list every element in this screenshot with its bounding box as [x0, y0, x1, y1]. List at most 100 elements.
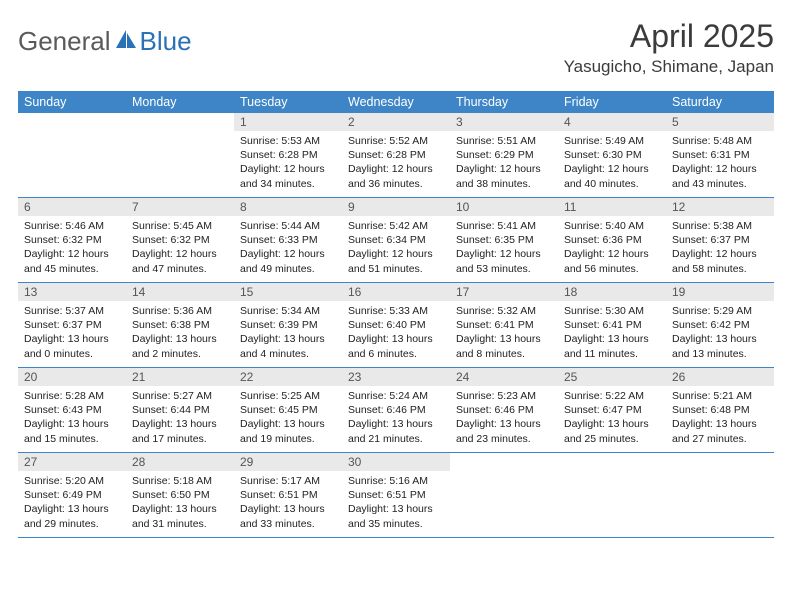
daylight-text-1: Daylight: 13 hours	[132, 417, 228, 431]
day-content: Sunrise: 5:24 AMSunset: 6:46 PMDaylight:…	[342, 386, 450, 450]
daylight-text-1: Daylight: 12 hours	[348, 247, 444, 261]
daylight-text-1: Daylight: 13 hours	[456, 332, 552, 346]
daylight-text-2: and 40 minutes.	[564, 177, 660, 191]
sunrise-text: Sunrise: 5:37 AM	[24, 304, 120, 318]
sunrise-text: Sunrise: 5:38 AM	[672, 219, 768, 233]
sunset-text: Sunset: 6:28 PM	[348, 148, 444, 162]
day-number: 4	[558, 113, 666, 131]
daylight-text-1: Daylight: 12 hours	[672, 247, 768, 261]
calendar-page: General Blue April 2025 Yasugicho, Shima…	[0, 0, 792, 538]
calendar-day-cell: 10Sunrise: 5:41 AMSunset: 6:35 PMDayligh…	[450, 198, 558, 283]
daylight-text-1: Daylight: 13 hours	[456, 417, 552, 431]
daylight-text-2: and 47 minutes.	[132, 262, 228, 276]
daylight-text-1: Daylight: 13 hours	[672, 417, 768, 431]
calendar-day-cell: 8Sunrise: 5:44 AMSunset: 6:33 PMDaylight…	[234, 198, 342, 283]
day-content: Sunrise: 5:40 AMSunset: 6:36 PMDaylight:…	[558, 216, 666, 280]
calendar-day-cell: 19Sunrise: 5:29 AMSunset: 6:42 PMDayligh…	[666, 283, 774, 368]
day-content: Sunrise: 5:44 AMSunset: 6:33 PMDaylight:…	[234, 216, 342, 280]
calendar-week-row: 1Sunrise: 5:53 AMSunset: 6:28 PMDaylight…	[18, 113, 774, 198]
daylight-text-1: Daylight: 13 hours	[672, 332, 768, 346]
calendar-day-cell: 14Sunrise: 5:36 AMSunset: 6:38 PMDayligh…	[126, 283, 234, 368]
calendar-day-cell: 25Sunrise: 5:22 AMSunset: 6:47 PMDayligh…	[558, 368, 666, 453]
calendar-day-cell: 28Sunrise: 5:18 AMSunset: 6:50 PMDayligh…	[126, 453, 234, 538]
daylight-text-2: and 51 minutes.	[348, 262, 444, 276]
day-content: Sunrise: 5:51 AMSunset: 6:29 PMDaylight:…	[450, 131, 558, 195]
sunrise-text: Sunrise: 5:25 AM	[240, 389, 336, 403]
daylight-text-2: and 29 minutes.	[24, 517, 120, 531]
day-number: 14	[126, 283, 234, 301]
sunrise-text: Sunrise: 5:49 AM	[564, 134, 660, 148]
calendar-day-cell: 16Sunrise: 5:33 AMSunset: 6:40 PMDayligh…	[342, 283, 450, 368]
calendar-day-cell: 13Sunrise: 5:37 AMSunset: 6:37 PMDayligh…	[18, 283, 126, 368]
daylight-text-2: and 21 minutes.	[348, 432, 444, 446]
daylight-text-2: and 53 minutes.	[456, 262, 552, 276]
calendar-day-cell: 30Sunrise: 5:16 AMSunset: 6:51 PMDayligh…	[342, 453, 450, 538]
calendar-day-cell: 3Sunrise: 5:51 AMSunset: 6:29 PMDaylight…	[450, 113, 558, 198]
sunset-text: Sunset: 6:36 PM	[564, 233, 660, 247]
day-content: Sunrise: 5:22 AMSunset: 6:47 PMDaylight:…	[558, 386, 666, 450]
daylight-text-1: Daylight: 13 hours	[24, 332, 120, 346]
day-number	[666, 453, 774, 471]
weekday-header: Saturday	[666, 91, 774, 113]
sunset-text: Sunset: 6:40 PM	[348, 318, 444, 332]
sunrise-text: Sunrise: 5:23 AM	[456, 389, 552, 403]
day-number	[558, 453, 666, 471]
daylight-text-1: Daylight: 12 hours	[132, 247, 228, 261]
sunrise-text: Sunrise: 5:33 AM	[348, 304, 444, 318]
sunset-text: Sunset: 6:41 PM	[564, 318, 660, 332]
daylight-text-1: Daylight: 12 hours	[240, 247, 336, 261]
day-content: Sunrise: 5:52 AMSunset: 6:28 PMDaylight:…	[342, 131, 450, 195]
logo: General Blue	[18, 18, 192, 57]
calendar-day-cell: 2Sunrise: 5:52 AMSunset: 6:28 PMDaylight…	[342, 113, 450, 198]
sunset-text: Sunset: 6:41 PM	[456, 318, 552, 332]
day-number: 21	[126, 368, 234, 386]
daylight-text-1: Daylight: 12 hours	[24, 247, 120, 261]
day-number: 6	[18, 198, 126, 216]
sunrise-text: Sunrise: 5:52 AM	[348, 134, 444, 148]
day-number	[450, 453, 558, 471]
day-content: Sunrise: 5:32 AMSunset: 6:41 PMDaylight:…	[450, 301, 558, 365]
day-content: Sunrise: 5:27 AMSunset: 6:44 PMDaylight:…	[126, 386, 234, 450]
calendar-day-cell: 15Sunrise: 5:34 AMSunset: 6:39 PMDayligh…	[234, 283, 342, 368]
day-number: 19	[666, 283, 774, 301]
sunset-text: Sunset: 6:42 PM	[672, 318, 768, 332]
day-number	[126, 113, 234, 131]
daylight-text-1: Daylight: 13 hours	[348, 332, 444, 346]
day-content: Sunrise: 5:48 AMSunset: 6:31 PMDaylight:…	[666, 131, 774, 195]
sunset-text: Sunset: 6:35 PM	[456, 233, 552, 247]
day-content: Sunrise: 5:28 AMSunset: 6:43 PMDaylight:…	[18, 386, 126, 450]
sunset-text: Sunset: 6:51 PM	[348, 488, 444, 502]
daylight-text-1: Daylight: 13 hours	[240, 502, 336, 516]
sunset-text: Sunset: 6:46 PM	[456, 403, 552, 417]
sunset-text: Sunset: 6:32 PM	[24, 233, 120, 247]
day-content: Sunrise: 5:20 AMSunset: 6:49 PMDaylight:…	[18, 471, 126, 535]
daylight-text-2: and 23 minutes.	[456, 432, 552, 446]
day-number: 25	[558, 368, 666, 386]
sunset-text: Sunset: 6:51 PM	[240, 488, 336, 502]
sunrise-text: Sunrise: 5:22 AM	[564, 389, 660, 403]
location-subtitle: Yasugicho, Shimane, Japan	[564, 57, 774, 77]
logo-text-2: Blue	[140, 26, 192, 57]
sunrise-text: Sunrise: 5:21 AM	[672, 389, 768, 403]
day-number: 7	[126, 198, 234, 216]
calendar-day-cell	[126, 113, 234, 198]
weekday-header: Friday	[558, 91, 666, 113]
day-number: 9	[342, 198, 450, 216]
page-header: General Blue April 2025 Yasugicho, Shima…	[18, 18, 774, 77]
sunrise-text: Sunrise: 5:36 AM	[132, 304, 228, 318]
daylight-text-1: Daylight: 13 hours	[132, 332, 228, 346]
sunset-text: Sunset: 6:43 PM	[24, 403, 120, 417]
calendar-day-cell: 5Sunrise: 5:48 AMSunset: 6:31 PMDaylight…	[666, 113, 774, 198]
sunrise-text: Sunrise: 5:44 AM	[240, 219, 336, 233]
day-content: Sunrise: 5:17 AMSunset: 6:51 PMDaylight:…	[234, 471, 342, 535]
daylight-text-2: and 2 minutes.	[132, 347, 228, 361]
sunset-text: Sunset: 6:49 PM	[24, 488, 120, 502]
sunrise-text: Sunrise: 5:34 AM	[240, 304, 336, 318]
day-number: 5	[666, 113, 774, 131]
sunset-text: Sunset: 6:30 PM	[564, 148, 660, 162]
sunset-text: Sunset: 6:37 PM	[24, 318, 120, 332]
calendar-day-cell: 7Sunrise: 5:45 AMSunset: 6:32 PMDaylight…	[126, 198, 234, 283]
daylight-text-1: Daylight: 12 hours	[672, 162, 768, 176]
daylight-text-2: and 8 minutes.	[456, 347, 552, 361]
sunrise-text: Sunrise: 5:32 AM	[456, 304, 552, 318]
